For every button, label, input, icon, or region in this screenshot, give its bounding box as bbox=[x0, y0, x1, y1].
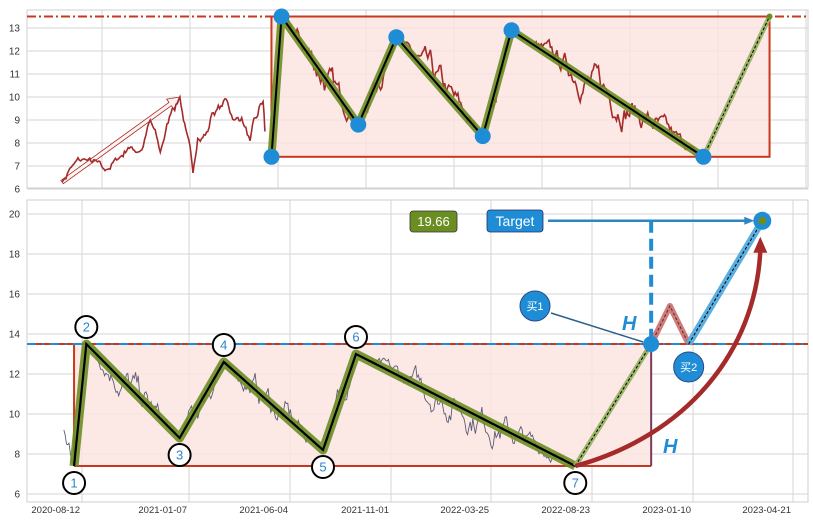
y-tick-label: 13 bbox=[9, 24, 21, 35]
height-label-lower: H bbox=[663, 436, 678, 458]
pullback-line bbox=[650, 304, 690, 345]
pivot-label-text: 4 bbox=[220, 338, 227, 353]
pivot-label-circle bbox=[343, 325, 368, 349]
target-box bbox=[486, 209, 544, 233]
projection-line bbox=[702, 16, 770, 158]
y-tick-label: 6 bbox=[14, 185, 20, 196]
y-tick-label: 14 bbox=[9, 330, 21, 341]
y-tick-label: 10 bbox=[9, 410, 21, 421]
y-tick-label: 6 bbox=[14, 490, 20, 501]
x-tick-label: 2021-11-01 bbox=[341, 505, 389, 516]
x-tick-label: 2022-03-25 bbox=[440, 505, 489, 516]
breakout-point bbox=[643, 336, 660, 352]
target-arrowhead bbox=[744, 216, 755, 225]
target-label: Target bbox=[496, 213, 535, 229]
pivot-label-4: 4 bbox=[211, 333, 236, 357]
target-value-label: 19.66 bbox=[417, 214, 450, 229]
y-tick-label: 8 bbox=[14, 450, 20, 461]
y-tick-label: 10 bbox=[9, 93, 21, 104]
breakout-point bbox=[766, 13, 773, 20]
buy2-label: 买2 bbox=[680, 361, 697, 374]
x-tick-label: 2021-01-07 bbox=[138, 505, 187, 516]
price-line-pre bbox=[61, 94, 266, 183]
x-tick-label: 2020-08-12 bbox=[31, 505, 80, 516]
y-tick-label: 7 bbox=[14, 162, 20, 173]
pivot-point bbox=[474, 128, 491, 145]
pivot-label-circle bbox=[211, 333, 236, 357]
y-tick-label: 8 bbox=[14, 139, 20, 150]
pivot-label-text: 1 bbox=[70, 476, 77, 491]
x-tick-label: 2023-04-21 bbox=[742, 505, 791, 516]
pivot-label-text: 7 bbox=[572, 476, 579, 491]
buy1-marker bbox=[519, 290, 551, 322]
pivot-label-text: 3 bbox=[176, 448, 183, 463]
pattern-line bbox=[72, 341, 576, 467]
target-value-box bbox=[409, 210, 458, 233]
growth-curve-arrow bbox=[574, 250, 763, 469]
buy1-pointer bbox=[550, 312, 644, 343]
y-tick-label: 20 bbox=[9, 210, 21, 221]
pivot-label-circle bbox=[167, 443, 192, 467]
arrowhead bbox=[753, 236, 768, 253]
pivot-label-circle bbox=[62, 471, 87, 495]
projection-line bbox=[574, 343, 652, 467]
pivot-label-text: 5 bbox=[319, 460, 326, 475]
pivot-label-6: 6 bbox=[343, 325, 368, 349]
pivot-point bbox=[695, 148, 712, 165]
pivot-label-circle bbox=[310, 455, 335, 479]
pivot-point bbox=[503, 22, 520, 39]
y-tick-label: 16 bbox=[9, 290, 21, 301]
pivot-label-text: 6 bbox=[352, 330, 359, 345]
x-tick-label: 2023-01-10 bbox=[642, 505, 691, 516]
buy2-marker bbox=[673, 351, 705, 383]
x-tick-label: 2021-06-04 bbox=[239, 505, 288, 516]
height-label-upper: H bbox=[622, 313, 637, 335]
target-line bbox=[688, 220, 763, 345]
pivot-point bbox=[388, 29, 405, 46]
x-tick-label: 2022-08-23 bbox=[541, 505, 590, 516]
consolidation-box bbox=[74, 344, 652, 466]
pivot-label-text: 2 bbox=[83, 320, 90, 335]
target-point-core bbox=[758, 216, 767, 225]
pivot-label-circle bbox=[74, 315, 99, 339]
y-tick-label: 9 bbox=[14, 116, 20, 127]
y-tick-label: 11 bbox=[10, 70, 21, 81]
pivot-label-5: 5 bbox=[310, 455, 335, 479]
pivot-label-circle bbox=[563, 471, 588, 495]
y-tick-label: 18 bbox=[9, 250, 21, 261]
buy1-label: 买1 bbox=[526, 300, 543, 313]
pivot-point bbox=[263, 148, 280, 165]
y-tick-label: 12 bbox=[9, 370, 21, 381]
pivot-label-7: 7 bbox=[563, 471, 588, 495]
pivot-point bbox=[350, 116, 367, 133]
pivot-label-2: 2 bbox=[74, 315, 99, 339]
pivot-label-3: 3 bbox=[167, 443, 192, 467]
pivot-label-1: 1 bbox=[62, 471, 87, 495]
y-tick-label: 12 bbox=[9, 47, 21, 58]
pivot-point bbox=[273, 8, 290, 25]
